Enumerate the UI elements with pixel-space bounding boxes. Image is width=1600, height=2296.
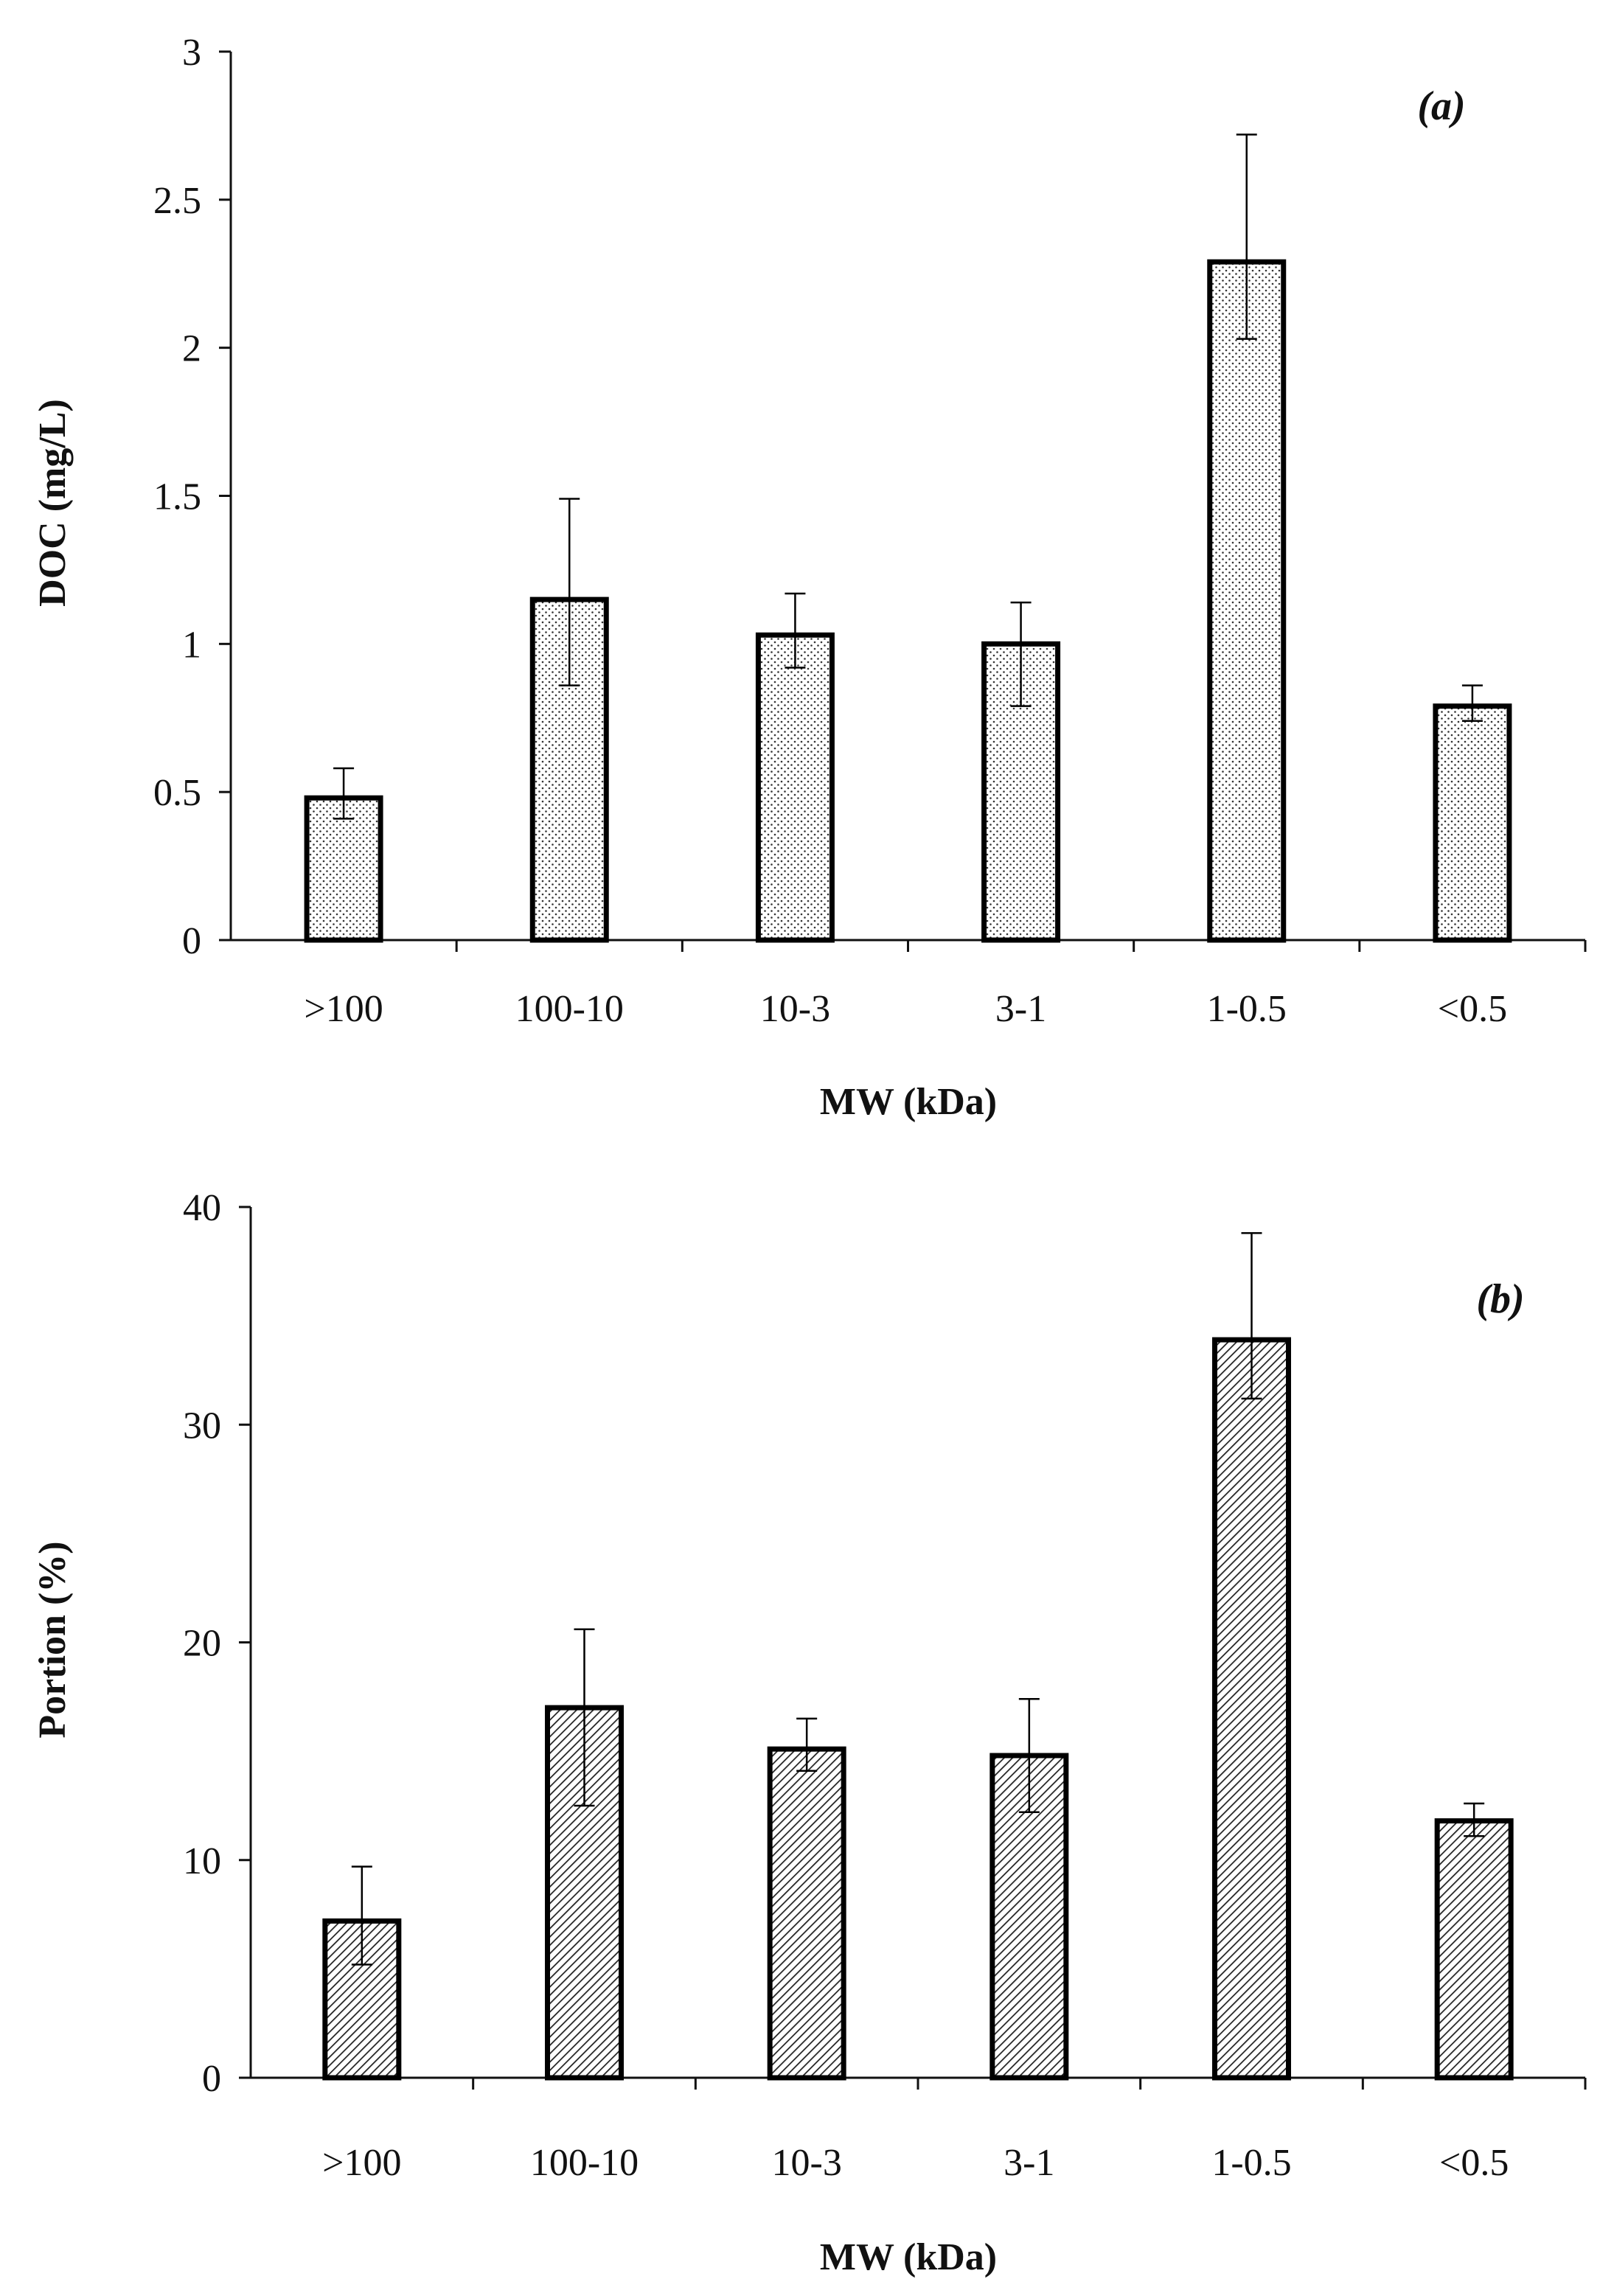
bar-series xyxy=(304,259,1512,943)
y-tick-label: 20 xyxy=(183,1623,221,1665)
x-axis xyxy=(231,939,1587,952)
y-tick-label: 0.5 xyxy=(153,772,201,814)
error-bar xyxy=(1010,601,1032,707)
y-axis xyxy=(219,50,232,942)
y-tick-label: 2 xyxy=(182,328,201,370)
error-bar xyxy=(1018,1698,1040,1814)
x-tick-label: 100-10 xyxy=(515,988,624,1030)
y-tick-label: 1.5 xyxy=(153,476,201,518)
error-bar xyxy=(1241,1232,1262,1400)
bar xyxy=(755,632,835,943)
panel-label: (b) xyxy=(1476,1276,1524,1322)
y-tick-label: 3 xyxy=(182,32,201,74)
error-bar xyxy=(796,1717,818,1772)
x-axis-title: MW (kDa) xyxy=(820,1081,997,1123)
y-tick-label: 0 xyxy=(202,2058,221,2100)
error-bar xyxy=(1464,1802,1485,1837)
bar xyxy=(1434,1818,1514,2081)
x-tick-label: 100-10 xyxy=(530,2142,639,2184)
bar xyxy=(304,795,383,943)
x-tick-label: 1-0.5 xyxy=(1207,988,1287,1030)
chart-panel-a: 00.511.522.53>100 100-10 10-3 3-1 1-0.5 <0.5 … xyxy=(32,32,1587,1123)
y-tick-label: 10 xyxy=(183,1840,221,1882)
x-tick-label: >100 xyxy=(322,2142,401,2184)
y-tick-label: 40 xyxy=(183,1187,221,1229)
x-tick-label: 1-0.5 xyxy=(1211,2142,1291,2184)
error-bar xyxy=(351,1865,372,1966)
x-tick-label: 3-1 xyxy=(1004,2142,1054,2184)
bar xyxy=(1212,1337,1291,2081)
error-bar xyxy=(559,498,580,686)
y-axis xyxy=(239,1206,252,2079)
chart-panel-b: 0 10 20 30 40 >100 100-10 10-3 3-1 1-0.5 <0.5 Port… xyxy=(32,1187,1587,2278)
y-tick-label: 1 xyxy=(182,624,201,666)
bar xyxy=(1207,259,1287,943)
error-bar-series xyxy=(351,1232,1485,1966)
x-tick-label: 10-3 xyxy=(772,2142,842,2184)
x-tick-label: 3-1 xyxy=(995,988,1046,1030)
panel-label: (a) xyxy=(1417,83,1465,129)
error-bar xyxy=(574,1628,595,1807)
error-bar xyxy=(785,592,806,669)
tick-labels: 0 0.5 1 1.5 2 2.5 3 >100 100-10 10-3 3-1 1-0.5 <0.5 xyxy=(153,32,1507,1030)
bar xyxy=(1433,703,1512,943)
error-bar xyxy=(333,767,355,820)
x-tick-label: 10-3 xyxy=(760,988,830,1030)
x-tick-label: >100 xyxy=(304,988,383,1030)
x-axis-title: MW (kDa) xyxy=(820,2236,997,2278)
y-tick-label: 2.5 xyxy=(153,180,201,222)
x-tick-label: <0.5 xyxy=(1438,988,1507,1030)
y-axis-title: DOC (mg/L) xyxy=(32,399,74,607)
x-axis xyxy=(251,2076,1587,2090)
error-bar xyxy=(1461,684,1483,723)
error-bar xyxy=(1236,133,1257,340)
tick-labels: 0 10 20 30 40 >100 100-10 10-3 3-1 1-0.5 <0.5 xyxy=(183,1187,1509,2184)
bar xyxy=(989,1753,1069,2081)
y-axis-title: Portion (%) xyxy=(32,1541,74,1738)
y-tick-label: 0 xyxy=(182,920,201,962)
x-tick-label: <0.5 xyxy=(1439,2142,1509,2184)
bar-series xyxy=(322,1337,1514,2081)
error-bar-series xyxy=(333,133,1483,820)
y-tick-label: 30 xyxy=(183,1405,221,1447)
bar xyxy=(767,1746,846,2081)
